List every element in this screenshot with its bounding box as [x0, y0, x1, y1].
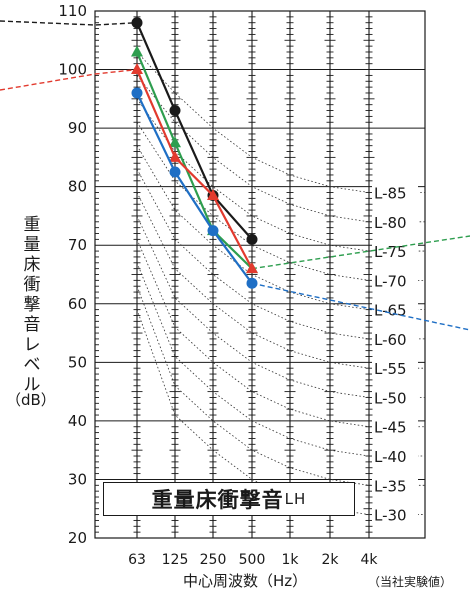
reference-label: L-55	[374, 360, 407, 378]
data-point	[246, 277, 258, 289]
data-point	[131, 17, 143, 29]
y-tick-label: 20	[68, 529, 87, 547]
data-point	[131, 87, 143, 99]
x-tick-label: 125	[162, 552, 189, 568]
reference-label: L-65	[374, 302, 407, 320]
x-tick-label: 500	[239, 552, 266, 568]
reference-curve	[136, 239, 425, 428]
y-tick-label: 40	[68, 412, 87, 430]
x-tick-label: 2k	[321, 552, 339, 568]
reference-label-bg	[372, 416, 418, 435]
x-tick-label: 4k	[360, 552, 378, 568]
reference-label-bg	[372, 446, 418, 465]
series-line	[135, 22, 253, 241]
callout-line	[251, 282, 470, 331]
reference-label: L-45	[374, 419, 407, 437]
reference-label: L-35	[374, 477, 407, 495]
reference-label-bg	[372, 387, 418, 406]
reference-label: L-70	[374, 272, 407, 290]
data-point	[246, 262, 258, 274]
tick-labels: 20 30 40 50 60 70 80 90 100 110 63 125 250 500 1k 2k 4k	[58, 2, 378, 568]
callout-line	[0, 20, 138, 26]
chart-title-box: 重量床衝撃音 LH	[103, 482, 355, 516]
callout-line	[251, 235, 470, 270]
reference-curve	[136, 122, 425, 281]
reference-curve	[136, 192, 425, 369]
series-lines	[131, 17, 258, 289]
data-point	[169, 136, 181, 148]
x-tick-label: 1k	[281, 552, 299, 568]
reference-label-bg	[372, 211, 418, 230]
callout-line	[0, 68, 138, 91]
reference-curve	[136, 286, 425, 486]
reference-label-bg	[372, 504, 418, 523]
y-axis-label: 重量床衝撃音レベル	[23, 215, 41, 395]
chart-title-suffix: LH	[284, 490, 307, 508]
reference-label-bg	[372, 270, 418, 289]
series-line	[135, 69, 253, 270]
reference-label: L-75	[374, 243, 407, 261]
y-tick-label: 100	[58, 61, 87, 79]
data-point	[207, 225, 219, 237]
x-tick-label: 250	[200, 552, 227, 568]
data-point	[169, 150, 181, 162]
reference-label-bg	[372, 182, 418, 201]
data-point	[131, 45, 143, 57]
y-tick-label: 80	[68, 178, 87, 196]
reference-label: L-30	[374, 507, 407, 525]
reference-label: L-50	[374, 389, 407, 407]
reference-curve	[136, 215, 425, 398]
data-point	[207, 188, 219, 200]
reference-label: L-80	[374, 214, 407, 232]
reference-curve	[136, 75, 425, 223]
grid	[94, 10, 426, 539]
reference-curves: L-85 L-80 L-75 L-70 L-65 L-60 L-55 L-50 L-45 L-40…	[136, 51, 425, 525]
y-tick-label: 50	[68, 353, 87, 371]
data-point	[169, 105, 181, 117]
reference-label: L-85	[374, 185, 407, 203]
y-axis-unit: （dB）	[6, 391, 56, 409]
chart-title: 重量床衝撃音	[151, 488, 284, 512]
callout-lines	[0, 20, 470, 331]
y-tick-label: 30	[68, 470, 87, 488]
y-tick-label: 110	[58, 2, 87, 20]
reference-label-bg	[372, 358, 418, 377]
series-line	[136, 92, 253, 284]
x-axis-label: 中心周波数（Hz）	[183, 572, 308, 590]
reference-curve	[136, 168, 425, 340]
y-tick-label: 60	[68, 295, 87, 313]
reference-label: L-40	[374, 448, 407, 466]
reference-label: L-60	[374, 331, 407, 349]
data-point	[169, 166, 181, 178]
reference-label-bg	[372, 475, 418, 494]
series-line	[135, 51, 253, 270]
x-tick-label: 63	[128, 552, 146, 568]
y-tick-label: 70	[68, 236, 87, 254]
data-point	[131, 63, 143, 75]
y-tick-label: 90	[68, 119, 87, 137]
source-note: （当社実験値）	[368, 575, 453, 589]
reference-label-bg	[372, 328, 418, 347]
reference-label-bg	[372, 299, 418, 318]
data-point	[246, 233, 258, 245]
